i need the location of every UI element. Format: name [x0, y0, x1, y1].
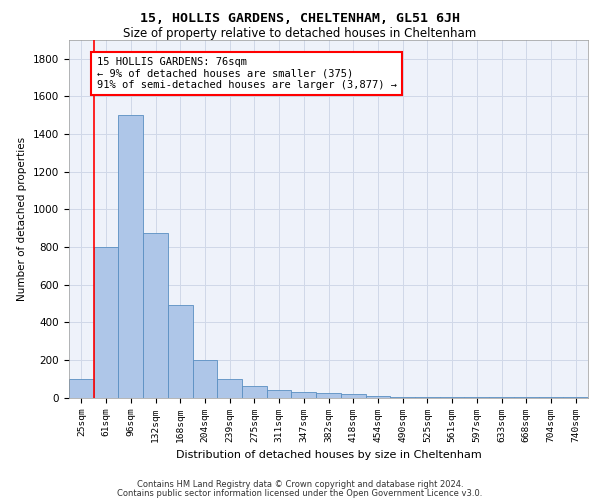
Bar — [390, 396, 415, 398]
Bar — [242, 386, 267, 398]
Text: 15, HOLLIS GARDENS, CHELTENHAM, GL51 6JH: 15, HOLLIS GARDENS, CHELTENHAM, GL51 6JH — [140, 12, 460, 26]
Bar — [415, 397, 440, 398]
Bar — [94, 247, 118, 398]
Bar — [143, 233, 168, 398]
Bar — [365, 396, 390, 398]
Text: Contains public sector information licensed under the Open Government Licence v3: Contains public sector information licen… — [118, 490, 482, 498]
Text: 15 HOLLIS GARDENS: 76sqm
← 9% of detached houses are smaller (375)
91% of semi-d: 15 HOLLIS GARDENS: 76sqm ← 9% of detache… — [97, 57, 397, 90]
Bar — [316, 393, 341, 398]
Bar — [217, 378, 242, 398]
Y-axis label: Number of detached properties: Number of detached properties — [17, 136, 28, 301]
Bar — [168, 306, 193, 398]
Text: Contains HM Land Registry data © Crown copyright and database right 2024.: Contains HM Land Registry data © Crown c… — [137, 480, 463, 489]
Bar — [193, 360, 217, 398]
Bar — [341, 394, 365, 398]
Bar — [267, 390, 292, 398]
Bar — [118, 116, 143, 398]
X-axis label: Distribution of detached houses by size in Cheltenham: Distribution of detached houses by size … — [176, 450, 481, 460]
Bar — [292, 392, 316, 398]
Bar — [69, 378, 94, 398]
Text: Size of property relative to detached houses in Cheltenham: Size of property relative to detached ho… — [124, 28, 476, 40]
